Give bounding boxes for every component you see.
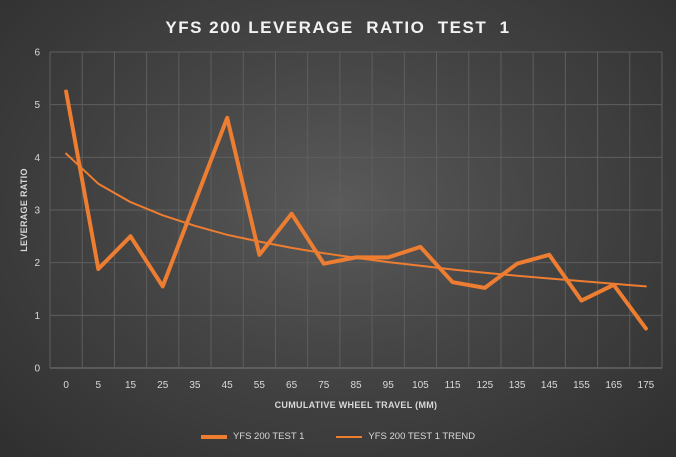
chart-title: YFS 200 LEVERAGE RATIO TEST 1 [165,18,511,37]
x-tick-label: 45 [222,380,234,391]
x-tick-label: 75 [318,380,330,391]
y-axis-title: LEVERAGE RATIO [19,168,29,252]
legend-label-series-2: YFS 200 TEST 1 TREND [368,431,476,442]
y-tick-label: 1 [34,311,40,322]
x-tick-label: 155 [573,380,590,391]
y-tick-label: 2 [34,258,40,269]
y-tick-label: 4 [34,153,40,164]
legend-swatch-series-1 [200,434,227,439]
x-tick-label: 125 [476,380,493,391]
x-tick-label: 95 [383,380,395,391]
x-tick-label: 85 [350,380,362,391]
x-tick-label: 65 [286,380,298,391]
x-tick-label: 135 [509,380,526,391]
x-tick-label: 55 [254,380,266,391]
y-tick-label: 6 [34,48,40,59]
legend: YFS 200 TEST 1 YFS 200 TEST 1 TREND [0,431,676,442]
x-tick-label: 5 [96,380,102,391]
x-axis-title: CUMULATIVE WHEEL TRAVEL (MM) [275,400,438,410]
y-tick-label: 3 [34,206,40,217]
x-tick-label: 35 [189,380,201,391]
legend-item-series-1: YFS 200 TEST 1 [200,431,305,442]
legend-item-series-2: YFS 200 TEST 1 TREND [336,431,475,442]
x-tick-label: 105 [412,380,429,391]
legend-swatch-series-2 [336,435,363,438]
y-tick-label: 0 [34,364,40,375]
x-tick-label: 15 [125,380,137,391]
x-tick-label: 145 [541,380,558,391]
x-tick-label: 25 [157,380,169,391]
x-tick-label: 0 [63,380,69,391]
y-tick-label: 5 [34,100,40,111]
x-tick-label: 115 [445,380,461,391]
x-tick-label: 175 [638,380,655,391]
legend-label-series-1: YFS 200 TEST 1 [232,431,305,442]
series-line-2 [65,152,647,288]
x-tick-label: 165 [605,380,622,391]
